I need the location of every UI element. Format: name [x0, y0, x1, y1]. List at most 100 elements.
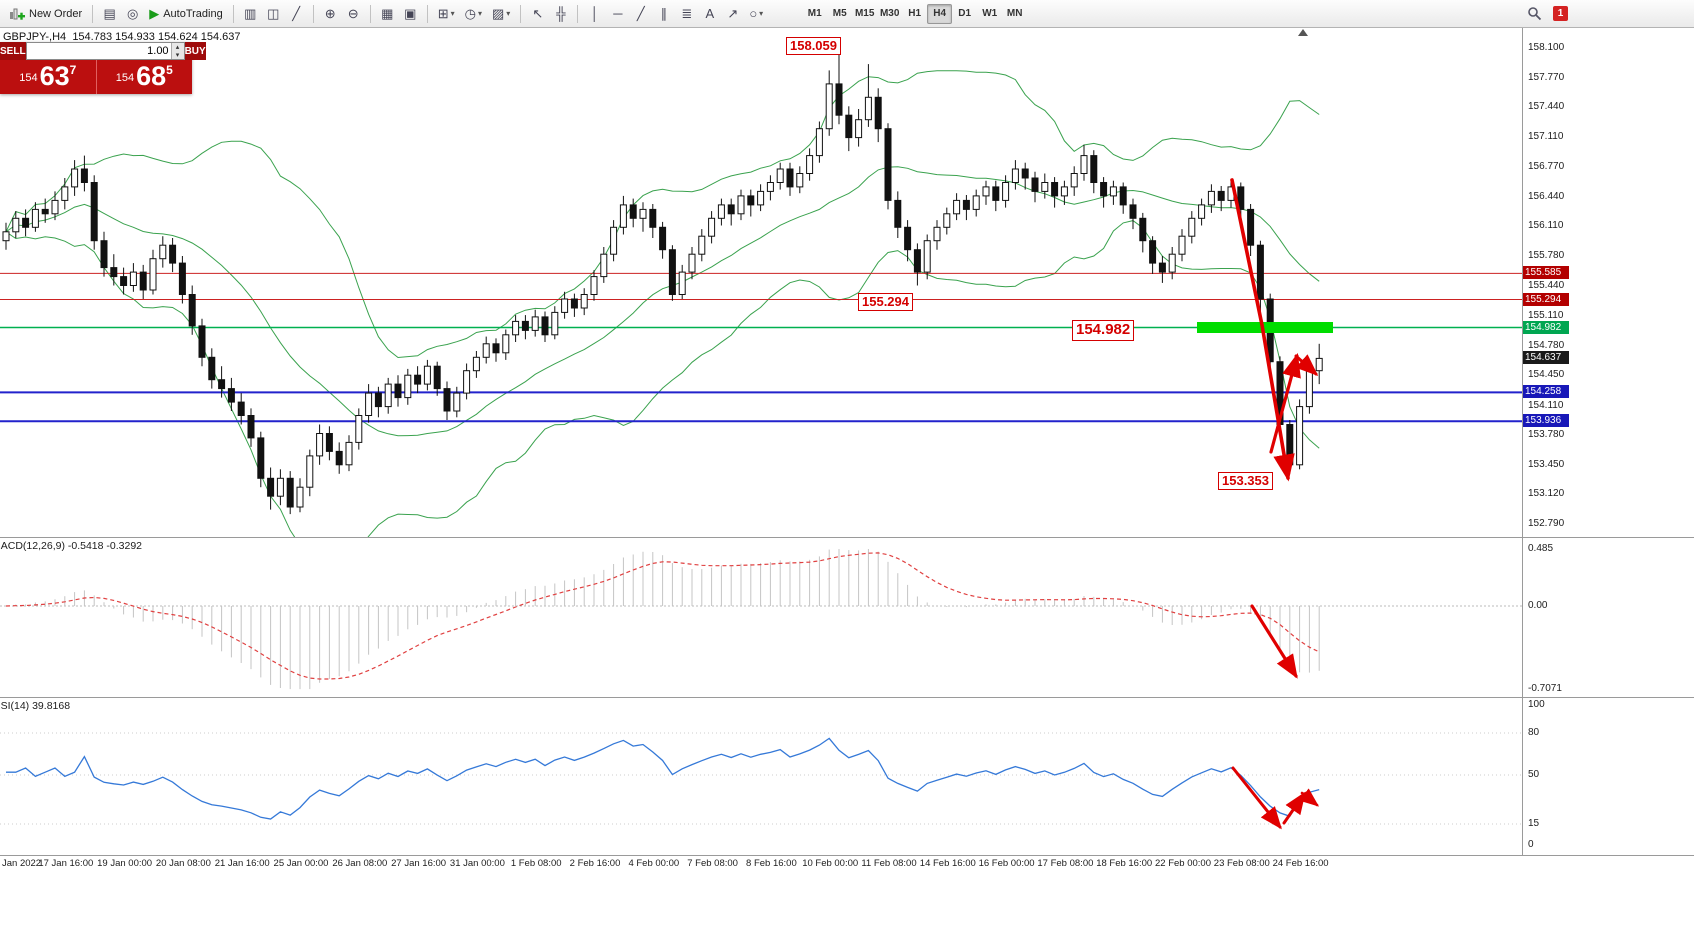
shapes-tool-button[interactable]: ○ ▾ — [745, 3, 767, 25]
candle — [953, 199, 961, 215]
toolbar-separator — [426, 4, 428, 23]
new-order-button[interactable]: New Order — [5, 3, 86, 25]
fibonacci-tool-button[interactable]: ≣ — [676, 3, 697, 25]
timeframe-m15[interactable]: M15 — [854, 8, 875, 19]
candle — [267, 477, 275, 497]
horizontal-line-tool-button[interactable]: ─ — [607, 3, 628, 25]
volume-increase-button[interactable]: ▴ — [171, 43, 184, 51]
candle-chart-button[interactable]: ◫ — [263, 3, 284, 25]
candle — [41, 208, 49, 215]
candle — [717, 204, 725, 219]
notification-badge[interactable]: 1 — [1553, 6, 1568, 21]
autotrading-button[interactable]: ▶ AutoTrading — [145, 3, 227, 25]
zoom-out-button[interactable]: ⊖ — [343, 3, 364, 25]
one-click-trade-panel: SELL ▴ ▾ BUY 154 63 7 154 68 5 — [0, 42, 206, 94]
zoom-in-icon: ⊕ — [324, 6, 336, 21]
templates-button[interactable]: ▨ ▾ — [488, 3, 514, 25]
trend-arrow — [1298, 788, 1320, 807]
candle — [1188, 217, 1196, 237]
candle — [374, 392, 382, 408]
rsi-line — [6, 737, 1320, 820]
candle — [610, 226, 618, 255]
candle — [1158, 262, 1166, 273]
zoom-in-button[interactable]: ⊕ — [320, 3, 341, 25]
chart-symbol-header: GBPJPY-,H4 154.783 154.933 154.624 154.6… — [3, 31, 241, 43]
candle — [502, 334, 510, 354]
timeframe-m5[interactable]: M5 — [832, 8, 847, 19]
trendline-tool-button[interactable]: ╱ — [630, 3, 651, 25]
arrow-tool-button[interactable]: ↗ — [722, 3, 743, 25]
candle — [257, 437, 265, 479]
buy-price-prefix: 154 — [115, 72, 135, 84]
candle — [1011, 168, 1019, 183]
candle — [512, 320, 520, 336]
sell-button[interactable]: SELL — [0, 42, 26, 60]
candle — [825, 83, 833, 130]
bar-chart-button[interactable]: ▥ — [240, 3, 261, 25]
candle — [570, 298, 578, 309]
timeframe-h1[interactable]: H1 — [908, 8, 922, 19]
templates-icon: ▨ — [492, 6, 505, 21]
toolbar: New Order ▤ ◎ ▶ AutoTrading ▥ ◫ ╱ ⊕ ⊖ ▦ … — [0, 0, 1694, 28]
candle — [227, 388, 235, 403]
candle — [629, 204, 637, 219]
macd-pane-title: MACD(12,26,9) -0.5418 -0.3292 — [0, 540, 142, 552]
candle — [335, 450, 343, 466]
cursor-button[interactable]: ↖ — [527, 3, 548, 25]
candle — [786, 168, 794, 188]
buy-price-pip: 5 — [166, 63, 173, 77]
timeframe-mn[interactable]: MN — [1006, 8, 1023, 19]
line-chart-button[interactable]: ╱ — [286, 3, 307, 25]
sell-price[interactable]: 154 63 7 — [0, 60, 96, 94]
cascade-windows-button[interactable]: ▣ — [400, 3, 421, 25]
candle — [1041, 182, 1049, 192]
timeframe-d1[interactable]: D1 — [958, 8, 972, 19]
crosshair-button[interactable]: ╬ — [550, 3, 571, 25]
timeframe-w1[interactable]: W1 — [982, 8, 998, 19]
candle — [619, 204, 627, 228]
candle — [835, 83, 843, 116]
candle — [1178, 235, 1186, 255]
volume-input[interactable] — [26, 43, 171, 59]
candle — [296, 486, 304, 508]
search-icon — [1528, 7, 1542, 21]
candle — [482, 343, 490, 358]
trend-arrow — [1250, 604, 1298, 679]
candle — [737, 195, 745, 215]
candle — [541, 316, 549, 336]
candle — [1109, 186, 1117, 197]
candle — [345, 441, 353, 466]
candle — [708, 217, 716, 237]
candle — [1031, 177, 1039, 192]
buy-button[interactable]: BUY — [184, 42, 206, 60]
new-chart-button[interactable]: ⊞ ▾ — [434, 3, 459, 25]
timeframe-h4[interactable]: H4 — [927, 3, 953, 24]
volume-decrease-button[interactable]: ▾ — [171, 51, 184, 59]
arrange-windows-button[interactable]: ▦ — [377, 3, 398, 25]
refresh-icon: ◎ — [127, 6, 139, 21]
vertical-line-tool-button[interactable]: │ — [584, 3, 605, 25]
channel-tool-button[interactable]: ∥ — [653, 3, 674, 25]
candle — [1070, 173, 1078, 188]
candle — [355, 415, 363, 443]
timeframe-m30[interactable]: M30 — [879, 8, 900, 19]
profiles-button[interactable]: ▤ — [99, 3, 120, 25]
profiles-icon: ▤ — [103, 6, 116, 21]
timeframe-m1[interactable]: M1 — [807, 8, 822, 19]
candle — [404, 374, 412, 399]
bollinger-band-line — [5, 166, 1320, 437]
candle — [1168, 253, 1176, 273]
cascade-windows-icon: ▣ — [404, 6, 417, 21]
candle — [472, 356, 480, 372]
text-tool-button[interactable]: A — [699, 3, 720, 25]
refresh-button[interactable]: ◎ — [122, 3, 143, 25]
candle — [521, 320, 529, 331]
dropdown-caret-icon: ▾ — [759, 9, 764, 18]
candle — [276, 477, 284, 497]
new-chart-icon: ⊞ — [437, 6, 449, 21]
search-button[interactable] — [1523, 3, 1546, 25]
candle — [864, 96, 872, 121]
buy-price[interactable]: 154 68 5 — [97, 60, 193, 94]
periods-button[interactable]: ◷ ▾ — [461, 3, 486, 25]
